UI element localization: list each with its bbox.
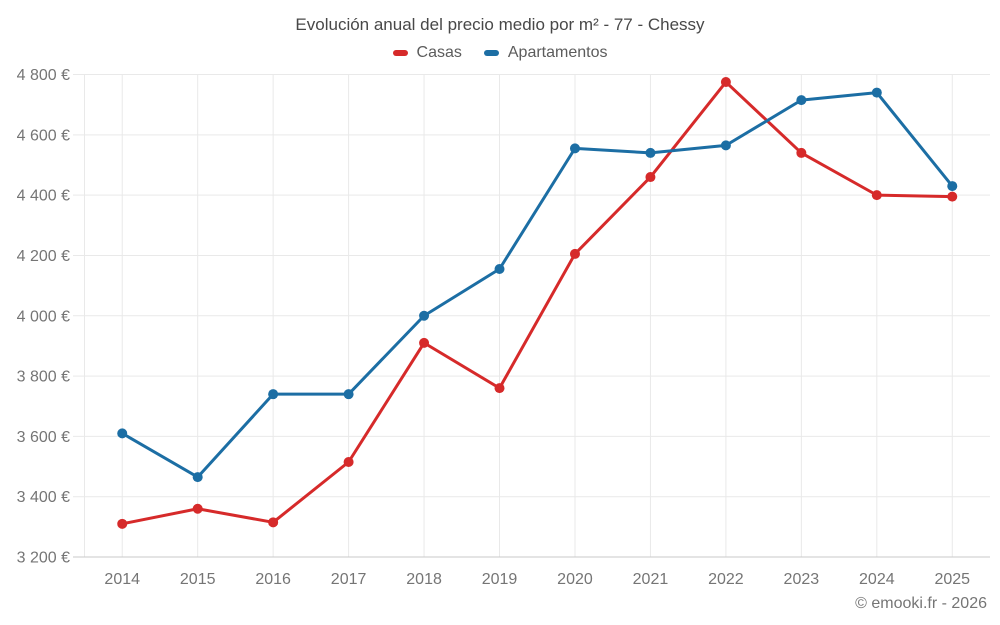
y-tick-label: 3 600 €	[17, 429, 70, 446]
y-tick-label: 3 800 €	[17, 369, 70, 386]
attribution: © emooki.fr - 2026	[855, 595, 987, 612]
x-tick-label: 2014	[104, 571, 140, 588]
casas-series-swatch-icon	[392, 50, 408, 56]
point-casas-2018[interactable]	[419, 337, 430, 348]
apartamentos-series-swatch-icon	[483, 50, 499, 56]
x-tick-label: 2025	[934, 571, 970, 588]
point-apartamentos-2022[interactable]	[720, 140, 731, 151]
x-tick-label: 2023	[784, 571, 820, 588]
legend-item-casas[interactable]: Casas	[392, 44, 462, 62]
y-tick-label: 4 600 €	[17, 127, 70, 144]
x-tick-label: 2024	[859, 571, 895, 588]
y-tick-label: 3 400 €	[17, 489, 70, 506]
point-casas-2024[interactable]	[871, 190, 882, 201]
point-apartamentos-2021[interactable]	[645, 147, 656, 158]
point-apartamentos-2020[interactable]	[569, 143, 580, 154]
legend-label-casas: Casas	[416, 44, 462, 61]
x-tick-label: 2019	[482, 571, 518, 588]
point-casas-2023[interactable]	[796, 147, 807, 158]
point-casas-2025[interactable]	[947, 191, 958, 202]
point-apartamentos-2015[interactable]	[192, 472, 203, 483]
point-apartamentos-2014[interactable]	[117, 428, 128, 439]
point-casas-2021[interactable]	[645, 172, 656, 183]
point-apartamentos-2025[interactable]	[947, 181, 958, 192]
point-apartamentos-2024[interactable]	[871, 87, 882, 98]
x-tick-label: 2015	[180, 571, 216, 588]
point-apartamentos-2017[interactable]	[343, 389, 354, 400]
point-casas-2017[interactable]	[343, 457, 354, 468]
series-line-casas	[120, 80, 954, 526]
point-apartamentos-2023[interactable]	[796, 95, 807, 106]
point-casas-2019[interactable]	[494, 383, 505, 394]
x-tick-label: 2018	[406, 571, 442, 588]
point-casas-2022[interactable]	[720, 77, 731, 88]
point-casas-2014[interactable]	[117, 518, 128, 529]
x-tick-label: 2017	[331, 571, 367, 588]
legend-label-apartamentos: Apartamentos	[507, 44, 608, 61]
legend: Casas Apartamentos	[0, 44, 1000, 62]
x-tick-label: 2022	[708, 571, 744, 588]
point-apartamentos-2019[interactable]	[494, 264, 505, 275]
point-casas-2020[interactable]	[569, 248, 580, 259]
y-tick-label: 3 200 €	[17, 550, 70, 567]
x-tick-label: 2021	[633, 571, 669, 588]
chart-title: Evolución anual del precio medio por m² …	[295, 15, 705, 34]
point-apartamentos-2018[interactable]	[419, 310, 430, 321]
x-tick-label: 2016	[255, 571, 291, 588]
y-tick-label: 4 200 €	[17, 248, 70, 265]
point-apartamentos-2016[interactable]	[268, 389, 279, 400]
point-casas-2015[interactable]	[192, 503, 203, 514]
y-tick-label: 4 800 €	[17, 67, 70, 84]
legend-item-apartamentos[interactable]: Apartamentos	[483, 44, 608, 62]
y-tick-label: 4 400 €	[17, 188, 70, 205]
x-tick-label: 2020	[557, 571, 593, 588]
y-tick-label: 4 000 €	[17, 308, 70, 325]
series-line-apartamentos	[120, 91, 954, 479]
point-casas-2016[interactable]	[268, 517, 279, 528]
